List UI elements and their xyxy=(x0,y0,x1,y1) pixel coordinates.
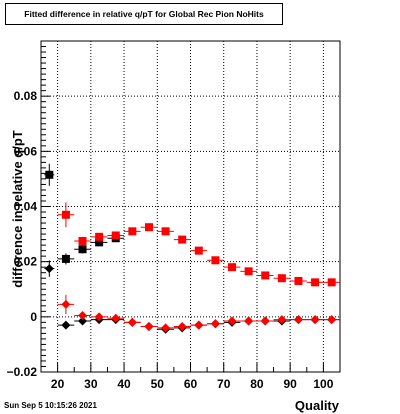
x-tick-label: 50 xyxy=(151,377,165,391)
timestamp: Sun Sep 5 10:15:26 2021 xyxy=(4,401,97,410)
x-tick-label: 20 xyxy=(51,377,65,391)
data-point-square xyxy=(244,267,253,276)
axes: 20 30 40 50 60 70 80 90 100 −0.02 0 0.02 0.04 0.06 0.0… xyxy=(7,40,341,391)
y-tick-label: 0.02 xyxy=(14,255,38,269)
chart-title: Fitted difference in relative q/pT for G… xyxy=(5,3,283,25)
x-tick-label: 40 xyxy=(117,377,131,391)
x-tick-label: 90 xyxy=(283,377,297,391)
data-point-diamond xyxy=(94,312,104,322)
data-point-diamond xyxy=(111,313,121,323)
x-tick-label: 70 xyxy=(217,377,231,391)
data-point-diamond xyxy=(194,320,204,330)
data-point-diamond xyxy=(310,315,320,325)
data-point-square xyxy=(61,210,70,219)
data-point-diamond xyxy=(44,264,54,274)
data-point-square xyxy=(228,263,237,272)
data-point-diamond xyxy=(293,315,303,325)
data-point-square xyxy=(194,246,203,255)
data-point-square xyxy=(128,227,137,236)
data-point-square xyxy=(178,235,187,244)
data-point-diamond xyxy=(78,310,88,320)
y-tick-label: −0.02 xyxy=(7,365,38,379)
x-tick-label: 80 xyxy=(250,377,264,391)
y-tick-label: 0 xyxy=(30,310,37,324)
data-point-diamond xyxy=(260,316,270,326)
grid-lines xyxy=(41,41,340,372)
data-point-diamond xyxy=(144,321,154,331)
data-point-diamond xyxy=(161,323,171,333)
data-point-diamond xyxy=(327,315,337,325)
data-point-square xyxy=(294,276,303,285)
data-point-square xyxy=(78,245,87,254)
x-tick-label: 30 xyxy=(84,377,98,391)
data-point-diamond xyxy=(78,316,88,326)
data-point-diamond xyxy=(177,321,187,331)
data-point-square xyxy=(311,278,320,287)
data-point-diamond xyxy=(227,316,237,326)
y-tick-label: 0.08 xyxy=(14,89,38,103)
data-point-square xyxy=(61,254,70,263)
data-point-square xyxy=(144,223,153,232)
data-point-diamond xyxy=(277,315,287,325)
x-tick-label: 100 xyxy=(313,377,333,391)
data-point-diamond xyxy=(127,317,137,327)
y-axis-label: difference in relative q/pT xyxy=(10,130,25,288)
data-point-diamond xyxy=(61,299,71,309)
data-point-square xyxy=(161,227,170,236)
data-point-square xyxy=(261,271,270,280)
y-tick-label: 0.06 xyxy=(14,144,38,158)
data-point-square xyxy=(111,231,120,240)
data-point-diamond xyxy=(244,316,254,326)
data-point-square xyxy=(277,274,286,283)
y-tick-label: 0.04 xyxy=(14,200,38,214)
data-marks xyxy=(44,163,340,334)
x-axis-label: Quality xyxy=(295,398,340,413)
data-point-square xyxy=(211,256,220,265)
x-tick-label: 60 xyxy=(184,377,198,391)
data-point-square xyxy=(95,238,104,247)
data-point-square xyxy=(95,232,104,241)
data-point-square xyxy=(45,170,54,179)
data-point-square xyxy=(78,236,87,245)
data-point-square xyxy=(327,278,336,287)
data-point-diamond xyxy=(210,319,220,329)
data-point-diamond xyxy=(61,320,71,330)
